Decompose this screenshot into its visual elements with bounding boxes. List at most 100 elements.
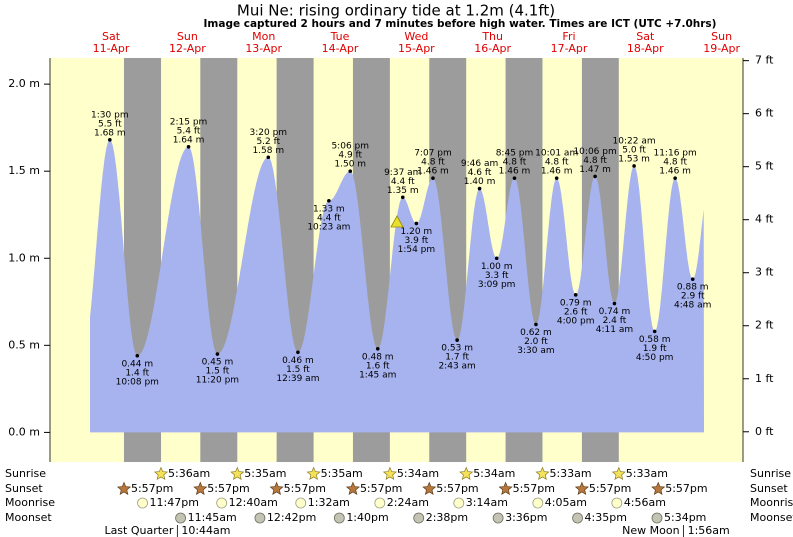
y-tick-label: 1.5 m <box>8 164 40 177</box>
sunrise-icon <box>306 466 321 481</box>
high-tide-point <box>632 164 636 168</box>
moonset-time: 5:34pm <box>664 511 706 524</box>
moonset-time: 4:35pm <box>585 511 627 524</box>
tide-label: 1.00 m <box>481 262 513 272</box>
tide-label: 0.62 m <box>520 328 552 338</box>
sunset-time: 5:57pm <box>589 482 631 495</box>
moonrise-icon <box>532 497 544 509</box>
tide-time: 11:20 pm <box>196 376 239 386</box>
low-tide-point <box>494 256 499 261</box>
tide-label: 0.58 m <box>639 335 671 345</box>
tide-ft: 1.9 ft <box>643 344 667 354</box>
high-tide-point <box>477 186 482 191</box>
moonrise-time: 1:32am <box>308 496 350 509</box>
tide-label: 0.45 m <box>202 358 234 368</box>
moonset-row-label-right: Moonset <box>750 511 793 524</box>
tide-ft: 5.5 ft <box>98 119 122 129</box>
moonrise-time: 2:24am <box>387 496 429 509</box>
y2-tick-label: 7 ft <box>755 54 774 67</box>
sunrise-icon <box>230 466 245 481</box>
tide-label: 0.46 m <box>282 356 314 366</box>
moonrise-time: 4:56am <box>624 496 666 509</box>
tide-time: 2:15 pm <box>170 117 208 127</box>
sunrise-time: 5:36am <box>168 467 210 480</box>
tide-ft: 5.4 ft <box>177 126 201 136</box>
moon-phase-time: 10:44am <box>181 524 230 537</box>
low-tide-point <box>296 350 300 355</box>
day-date: 15-Apr <box>398 42 435 55</box>
sunset-icon <box>269 481 284 496</box>
day-name: Sun <box>177 30 198 43</box>
y2-tick-label: 1 ft <box>755 372 774 385</box>
sunset-time: 5:57pm <box>436 482 478 495</box>
sunset-time: 5:57pm <box>513 482 555 495</box>
tide-label: 0.79 m <box>560 298 592 308</box>
tide-label: 0.88 m <box>677 283 709 293</box>
sunrise-row-label: Sunrise <box>5 467 46 480</box>
moonrise-icon <box>611 497 623 509</box>
moonrise-time: 3:14am <box>466 496 508 509</box>
tide-ft: 4.8 ft <box>583 156 607 166</box>
day-date: 14-Apr <box>322 42 359 55</box>
sunrise-time: 5:35am <box>321 467 363 480</box>
sunset-time: 5:57pm <box>131 482 173 495</box>
y2-tick-label: 3 ft <box>755 266 774 279</box>
high-tide-point <box>431 176 435 180</box>
day-date: 11-Apr <box>93 42 130 55</box>
moonset-icon <box>492 512 504 524</box>
tide-time: 4:48 am <box>674 301 711 311</box>
sunset-icon <box>574 481 589 496</box>
tide-label: 1.68 m <box>94 128 126 138</box>
tide-ft: 4.8 ft <box>545 158 569 168</box>
y-tick-label: 0.5 m <box>8 338 40 351</box>
sunset-icon <box>345 481 360 496</box>
day-date: 19-Apr <box>703 42 740 55</box>
sunrise-icon <box>459 466 474 481</box>
tide-time: 7:07 pm <box>414 149 452 159</box>
tide-ft: 2.4 ft <box>603 316 627 326</box>
moonrise-time: 12:40am <box>229 496 278 509</box>
tide-label: 1.20 m <box>401 227 433 237</box>
low-tide-point <box>327 198 331 203</box>
sunset-icon <box>651 481 666 496</box>
sunset-icon <box>193 481 208 496</box>
tide-ft: 1.7 ft <box>445 353 469 363</box>
moon-phase-name: Last Quarter <box>104 524 173 537</box>
tide-label: 1.46 m <box>417 167 449 177</box>
tide-label: 1.40 m <box>464 177 496 187</box>
day-name: Wed <box>404 30 428 43</box>
tide-ft: 1.5 ft <box>206 367 230 377</box>
tide-area <box>90 139 704 433</box>
tide-label: 1.58 m <box>252 146 284 156</box>
moonrise-icon <box>374 497 386 509</box>
y2-tick-label: 5 ft <box>755 160 774 173</box>
moonrise-time: 4:05am <box>545 496 587 509</box>
tide-ft: 5.0 ft <box>622 145 646 155</box>
sunset-icon <box>498 481 513 496</box>
moonrise-icon <box>137 497 148 509</box>
tide-label: 1.64 m <box>173 135 205 145</box>
tide-label: 1.53 m <box>618 154 650 164</box>
high-tide-point <box>400 195 405 200</box>
tide-label: 1.47 m <box>579 165 611 175</box>
y2-tick-label: 2 ft <box>755 319 774 332</box>
sunset-time: 5:57pm <box>360 482 402 495</box>
low-tide-point <box>135 353 140 358</box>
tide-ft: 2.0 ft <box>524 337 548 347</box>
tide-label: 1.46 m <box>541 167 573 177</box>
sunset-icon <box>422 481 437 496</box>
moonrise-row-label: Moonrise <box>5 496 55 509</box>
moonset-time: 1:40pm <box>346 511 388 524</box>
day-date: 12-Apr <box>169 42 206 55</box>
tide-time: 4:00 pm <box>557 316 595 326</box>
low-tide-point <box>455 338 459 342</box>
sunrise-time: 5:33am <box>549 467 591 480</box>
sunset-icon <box>116 481 132 496</box>
tide-ft: 4.8 ft <box>421 158 445 168</box>
moonset-time: 2:38pm <box>426 511 468 524</box>
sunset-time: 5:57pm <box>207 482 249 495</box>
y2-tick-label: 4 ft <box>755 213 774 226</box>
tide-ft: 2.6 ft <box>564 307 588 317</box>
day-name: Tue <box>330 30 350 43</box>
tide-time: 1:54 pm <box>398 245 436 255</box>
